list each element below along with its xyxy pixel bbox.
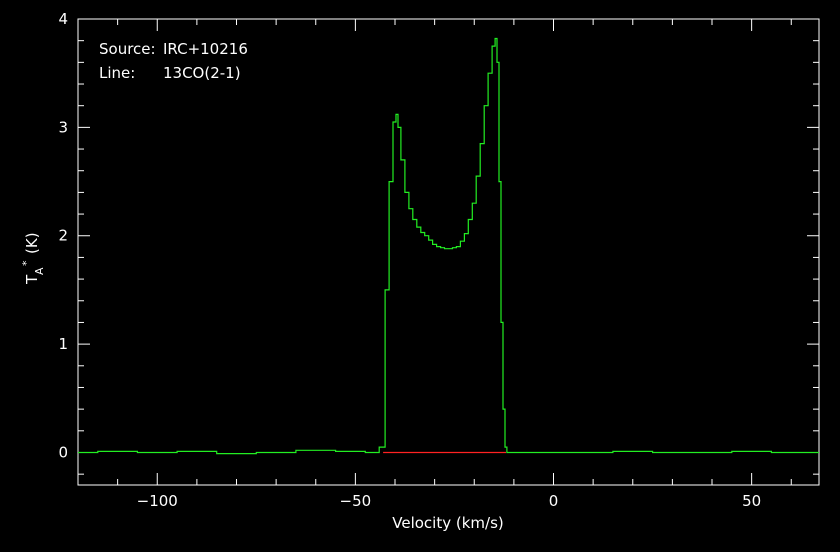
annotation-line-key: Line: xyxy=(99,64,135,82)
y-tick-label: 0 xyxy=(58,443,68,461)
x-tick-label: 0 xyxy=(549,492,559,510)
x-axis-label: Velocity (km/s) xyxy=(392,514,503,532)
tick-marks xyxy=(77,18,819,485)
y-axis-label-superscript: * xyxy=(20,260,33,266)
y-axis-label: T A * (K) xyxy=(20,232,46,285)
annotation-source-value: IRC+10216 xyxy=(163,40,248,58)
y-axis-label-base: T xyxy=(23,274,41,285)
tick-labels: −100 −50 0 50 0 1 2 3 4 xyxy=(58,10,761,510)
spectrum-line xyxy=(78,37,819,455)
series-layer xyxy=(78,37,819,455)
axes-frame xyxy=(77,18,820,486)
annotation-source-key: Source: xyxy=(99,40,156,58)
annotation-line-value: 13CO(2-1) xyxy=(163,64,241,82)
y-tick-label: 1 xyxy=(58,335,68,353)
y-axis-label-unit: (K) xyxy=(23,232,41,254)
y-tick-label: 3 xyxy=(58,118,68,136)
plot-frame xyxy=(77,18,820,486)
y-tick-label: 4 xyxy=(58,10,68,28)
y-tick-label: 2 xyxy=(58,227,68,245)
x-tick-label: −50 xyxy=(340,492,372,510)
x-tick-label: 50 xyxy=(742,492,761,510)
x-tick-label: −100 xyxy=(137,492,178,510)
y-axis-label-subscript: A xyxy=(33,267,46,275)
